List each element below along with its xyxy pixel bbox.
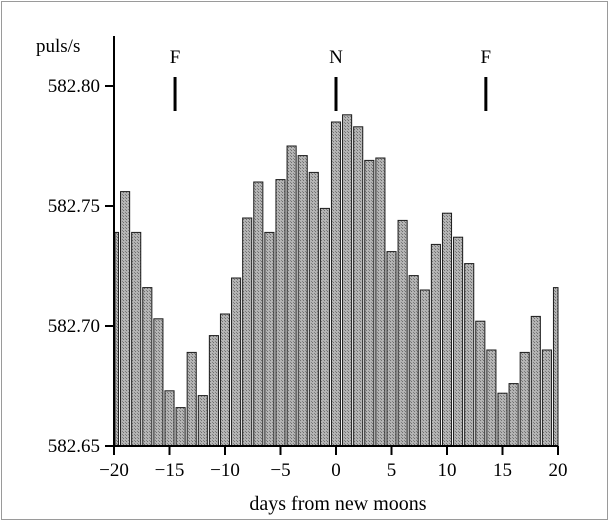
bar (342, 114, 353, 447)
bar (186, 351, 197, 447)
bar (397, 219, 408, 447)
bar (308, 171, 319, 447)
bar (386, 251, 397, 447)
phase-marker-label: F (170, 47, 181, 68)
y-tick-label: 582.65 (48, 436, 100, 457)
bar (430, 243, 441, 447)
y-axis-label: puls/s (36, 36, 80, 57)
bar (275, 179, 286, 447)
x-tick-label: −20 (99, 460, 129, 481)
x-tick-label: −5 (270, 460, 290, 481)
bar (319, 207, 330, 447)
bar (197, 395, 208, 447)
x-tick-label: −15 (155, 460, 185, 481)
y-ticks-group: 582.65 582.70 582.75 582.80 (48, 76, 114, 457)
bar (131, 231, 142, 447)
bar (153, 318, 164, 447)
y-tick-label: 582.80 (48, 76, 100, 97)
bar (142, 287, 153, 447)
bars-group (114, 114, 559, 447)
bar (353, 126, 364, 447)
bar (297, 155, 308, 447)
bar (552, 287, 559, 447)
bar (419, 289, 430, 447)
bar (497, 392, 508, 447)
x-axis-label: days from new moons (249, 493, 426, 515)
x-tick-label: 10 (438, 460, 457, 481)
bar (441, 212, 453, 447)
bar (330, 121, 342, 447)
bar (286, 145, 297, 447)
bar (408, 275, 419, 447)
bar (508, 383, 519, 447)
bar (164, 390, 175, 447)
bar (219, 313, 231, 447)
y-tick-label: 582.70 (48, 316, 100, 337)
phase-marker-label: F (481, 47, 492, 68)
bar (175, 407, 186, 447)
x-tick-label: 5 (387, 460, 397, 481)
x-tick-label: −10 (210, 460, 240, 481)
x-tick-label: 0 (331, 460, 341, 481)
bar (242, 217, 253, 447)
phase-marker-label: N (329, 47, 343, 68)
bar (208, 335, 219, 447)
x-tick-label: 20 (549, 460, 568, 481)
bar (253, 181, 264, 447)
bar (114, 231, 120, 447)
y-tick-label: 582.75 (48, 196, 100, 217)
bar (541, 349, 552, 447)
bar (453, 236, 464, 447)
bar (475, 320, 486, 447)
bar (486, 349, 497, 447)
bar (464, 263, 475, 447)
bar (364, 159, 375, 447)
bar (264, 231, 275, 447)
bar (519, 351, 530, 447)
x-ticks-group: −20 −15 −10 −5 0 5 10 15 20 (99, 446, 568, 481)
bar (120, 191, 131, 447)
bar (375, 157, 386, 447)
x-tick-label: 15 (493, 460, 512, 481)
bar (231, 277, 242, 447)
bar (530, 315, 541, 447)
